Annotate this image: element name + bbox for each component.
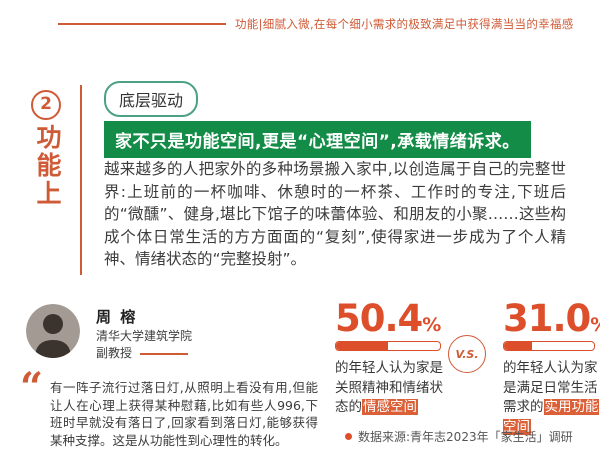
person-avatar-icon xyxy=(26,304,80,358)
versus-badge: V.S. xyxy=(448,335,486,373)
bullet-dot-icon xyxy=(345,433,352,440)
stat-progress-bar xyxy=(503,341,595,351)
stat-desc-text: 的年轻人认为家是关照精神和情绪状态的 xyxy=(335,360,443,415)
section-vertical-title: 功能上 xyxy=(33,124,62,208)
expert-title: 副教授 xyxy=(96,346,133,360)
expert-affiliation: 清华大学建筑学院 xyxy=(96,329,193,343)
stat-progress-fill xyxy=(504,342,532,350)
stat-emotional-space: 50.4% 的年轻人认为家是关照精神和情绪状态的情感空间 xyxy=(335,300,447,418)
expert-name: 周 榕 xyxy=(96,308,138,326)
stat-desc-text: 的年轻人认为家是满足日常生活需求的 xyxy=(503,360,598,415)
tagline-text: 功能|细腻入微,在每个细小需求的极致满足中获得满当当的幸福感 xyxy=(235,17,574,31)
data-source: 数据来源:青年志2023年「家生活」调研 xyxy=(345,428,573,445)
stat-number: 31.0 xyxy=(503,297,591,340)
expert-underline xyxy=(140,353,189,355)
data-source-text: 数据来源:青年志2023年「家生活」调研 xyxy=(358,430,573,444)
stat-value: 50.4% xyxy=(335,300,447,337)
expert-quote: 有一阵子流行过落日灯,从照明上看没有用,但能让人在心理上获得某种慰藉,比如有些人… xyxy=(50,380,318,448)
body-paragraph: 越来越多的人把家外的多种场景搬入家中,以创造属于自己的完整世界:上班前的一杯咖啡… xyxy=(104,160,566,268)
section-headline: 家不只是功能空间,更是“心理空间”,承载情绪诉求。 xyxy=(104,121,531,158)
stat-value: 31.0% xyxy=(503,300,600,337)
stat-description: 的年轻人认为家是满足日常生活需求的实用功能空间 xyxy=(503,359,600,437)
quote-icon: “ xyxy=(20,364,44,411)
stat-progress-fill xyxy=(336,342,389,350)
section-marker: 2 功能上 xyxy=(29,90,63,212)
stat-description: 的年轻人认为家是关照精神和情绪状态的情感空间 xyxy=(335,359,447,418)
stat-progress-bar xyxy=(335,341,441,351)
expert-title-row: 副教授 xyxy=(96,344,189,361)
percent-sign: % xyxy=(422,314,442,336)
section-number-badge: 2 xyxy=(31,90,61,120)
driver-badge: 底层驱动 xyxy=(104,81,199,117)
tagline-rule xyxy=(58,23,226,25)
stat-number: 50.4 xyxy=(335,297,423,340)
top-tagline: 功能|细腻入微,在每个细小需求的极致满足中获得满当当的幸福感 xyxy=(58,16,592,32)
stat-desc-highlight: 情感空间 xyxy=(362,399,418,415)
percent-sign: % xyxy=(590,314,600,336)
expert-photo xyxy=(26,304,80,358)
stat-functional-space: 31.0% 的年轻人认为家是满足日常生活需求的实用功能空间 xyxy=(503,300,600,437)
vertical-divider xyxy=(80,85,82,275)
